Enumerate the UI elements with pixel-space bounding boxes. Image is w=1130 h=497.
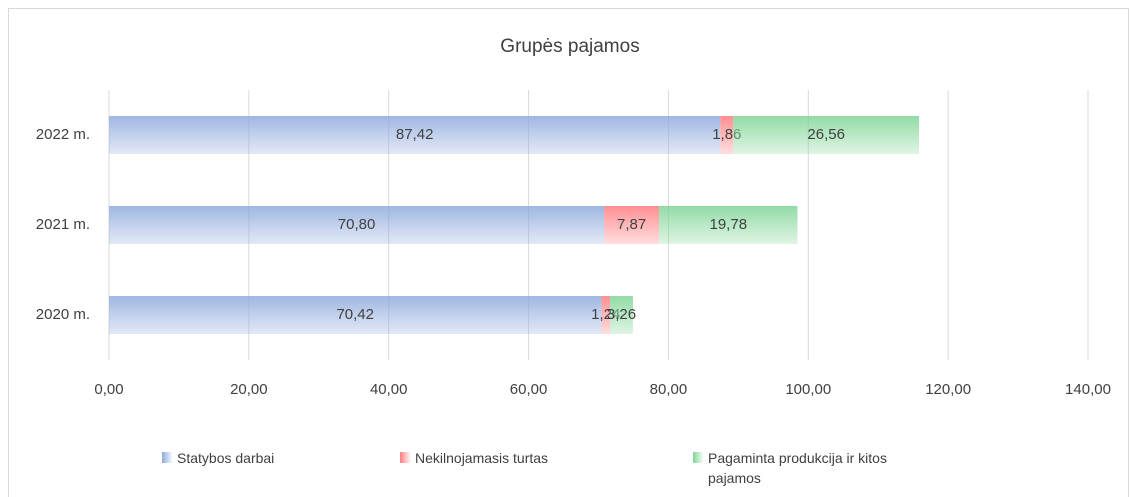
x-tick-label: 140,00 bbox=[1065, 381, 1111, 398]
value-label: 7,87 bbox=[617, 216, 646, 233]
value-label: 70,80 bbox=[338, 216, 376, 233]
legend-swatch bbox=[400, 452, 411, 463]
legend-label: Statybos darbai bbox=[177, 450, 275, 466]
chart-title: Grupės pajamos bbox=[500, 36, 639, 57]
bar-segment bbox=[109, 296, 602, 334]
bar-segment bbox=[109, 206, 605, 244]
x-tick-label: 20,00 bbox=[230, 381, 268, 398]
legend-swatch bbox=[693, 452, 704, 463]
legend-label: Pagaminta produkcija ir kitos pajamos bbox=[708, 450, 887, 486]
bar-segment bbox=[659, 206, 798, 244]
y-tick-label: 2021 m. bbox=[36, 216, 90, 233]
value-label: 70,42 bbox=[336, 306, 374, 323]
value-label: 87,42 bbox=[396, 126, 434, 143]
chart-border bbox=[8, 8, 1129, 497]
y-tick-label: 2020 m. bbox=[36, 306, 90, 323]
bar-segment bbox=[109, 116, 721, 154]
x-tick-label: 80,00 bbox=[650, 381, 688, 398]
bar-segment bbox=[604, 206, 660, 244]
value-label: 26,56 bbox=[807, 126, 845, 143]
legend: Statybos darbai Nekilnojamasis turtas Paga… bbox=[0, 448, 1130, 493]
x-tick-label: 60,00 bbox=[510, 381, 548, 398]
legend-item: Pagaminta produkcija ir kitos pajamos bbox=[693, 448, 893, 488]
legend-item: Statybos darbai bbox=[162, 448, 382, 468]
bar-segment bbox=[610, 296, 633, 334]
value-label: 19,78 bbox=[710, 216, 748, 233]
y-tick-label: 2022 m. bbox=[36, 126, 90, 143]
x-tick-label: 120,00 bbox=[925, 381, 971, 398]
bar-segment bbox=[601, 296, 611, 334]
x-tick-label: 0,00 bbox=[94, 381, 123, 398]
legend-item: Nekilnojamasis turtas bbox=[400, 448, 660, 468]
x-tick-label: 100,00 bbox=[785, 381, 831, 398]
legend-label: Nekilnojamasis turtas bbox=[415, 450, 549, 466]
bar-segment bbox=[733, 116, 920, 154]
x-tick-label: 40,00 bbox=[370, 381, 408, 398]
bar-segment bbox=[720, 116, 734, 154]
value-label: 3,26 bbox=[607, 306, 636, 323]
legend-swatch bbox=[162, 452, 173, 463]
